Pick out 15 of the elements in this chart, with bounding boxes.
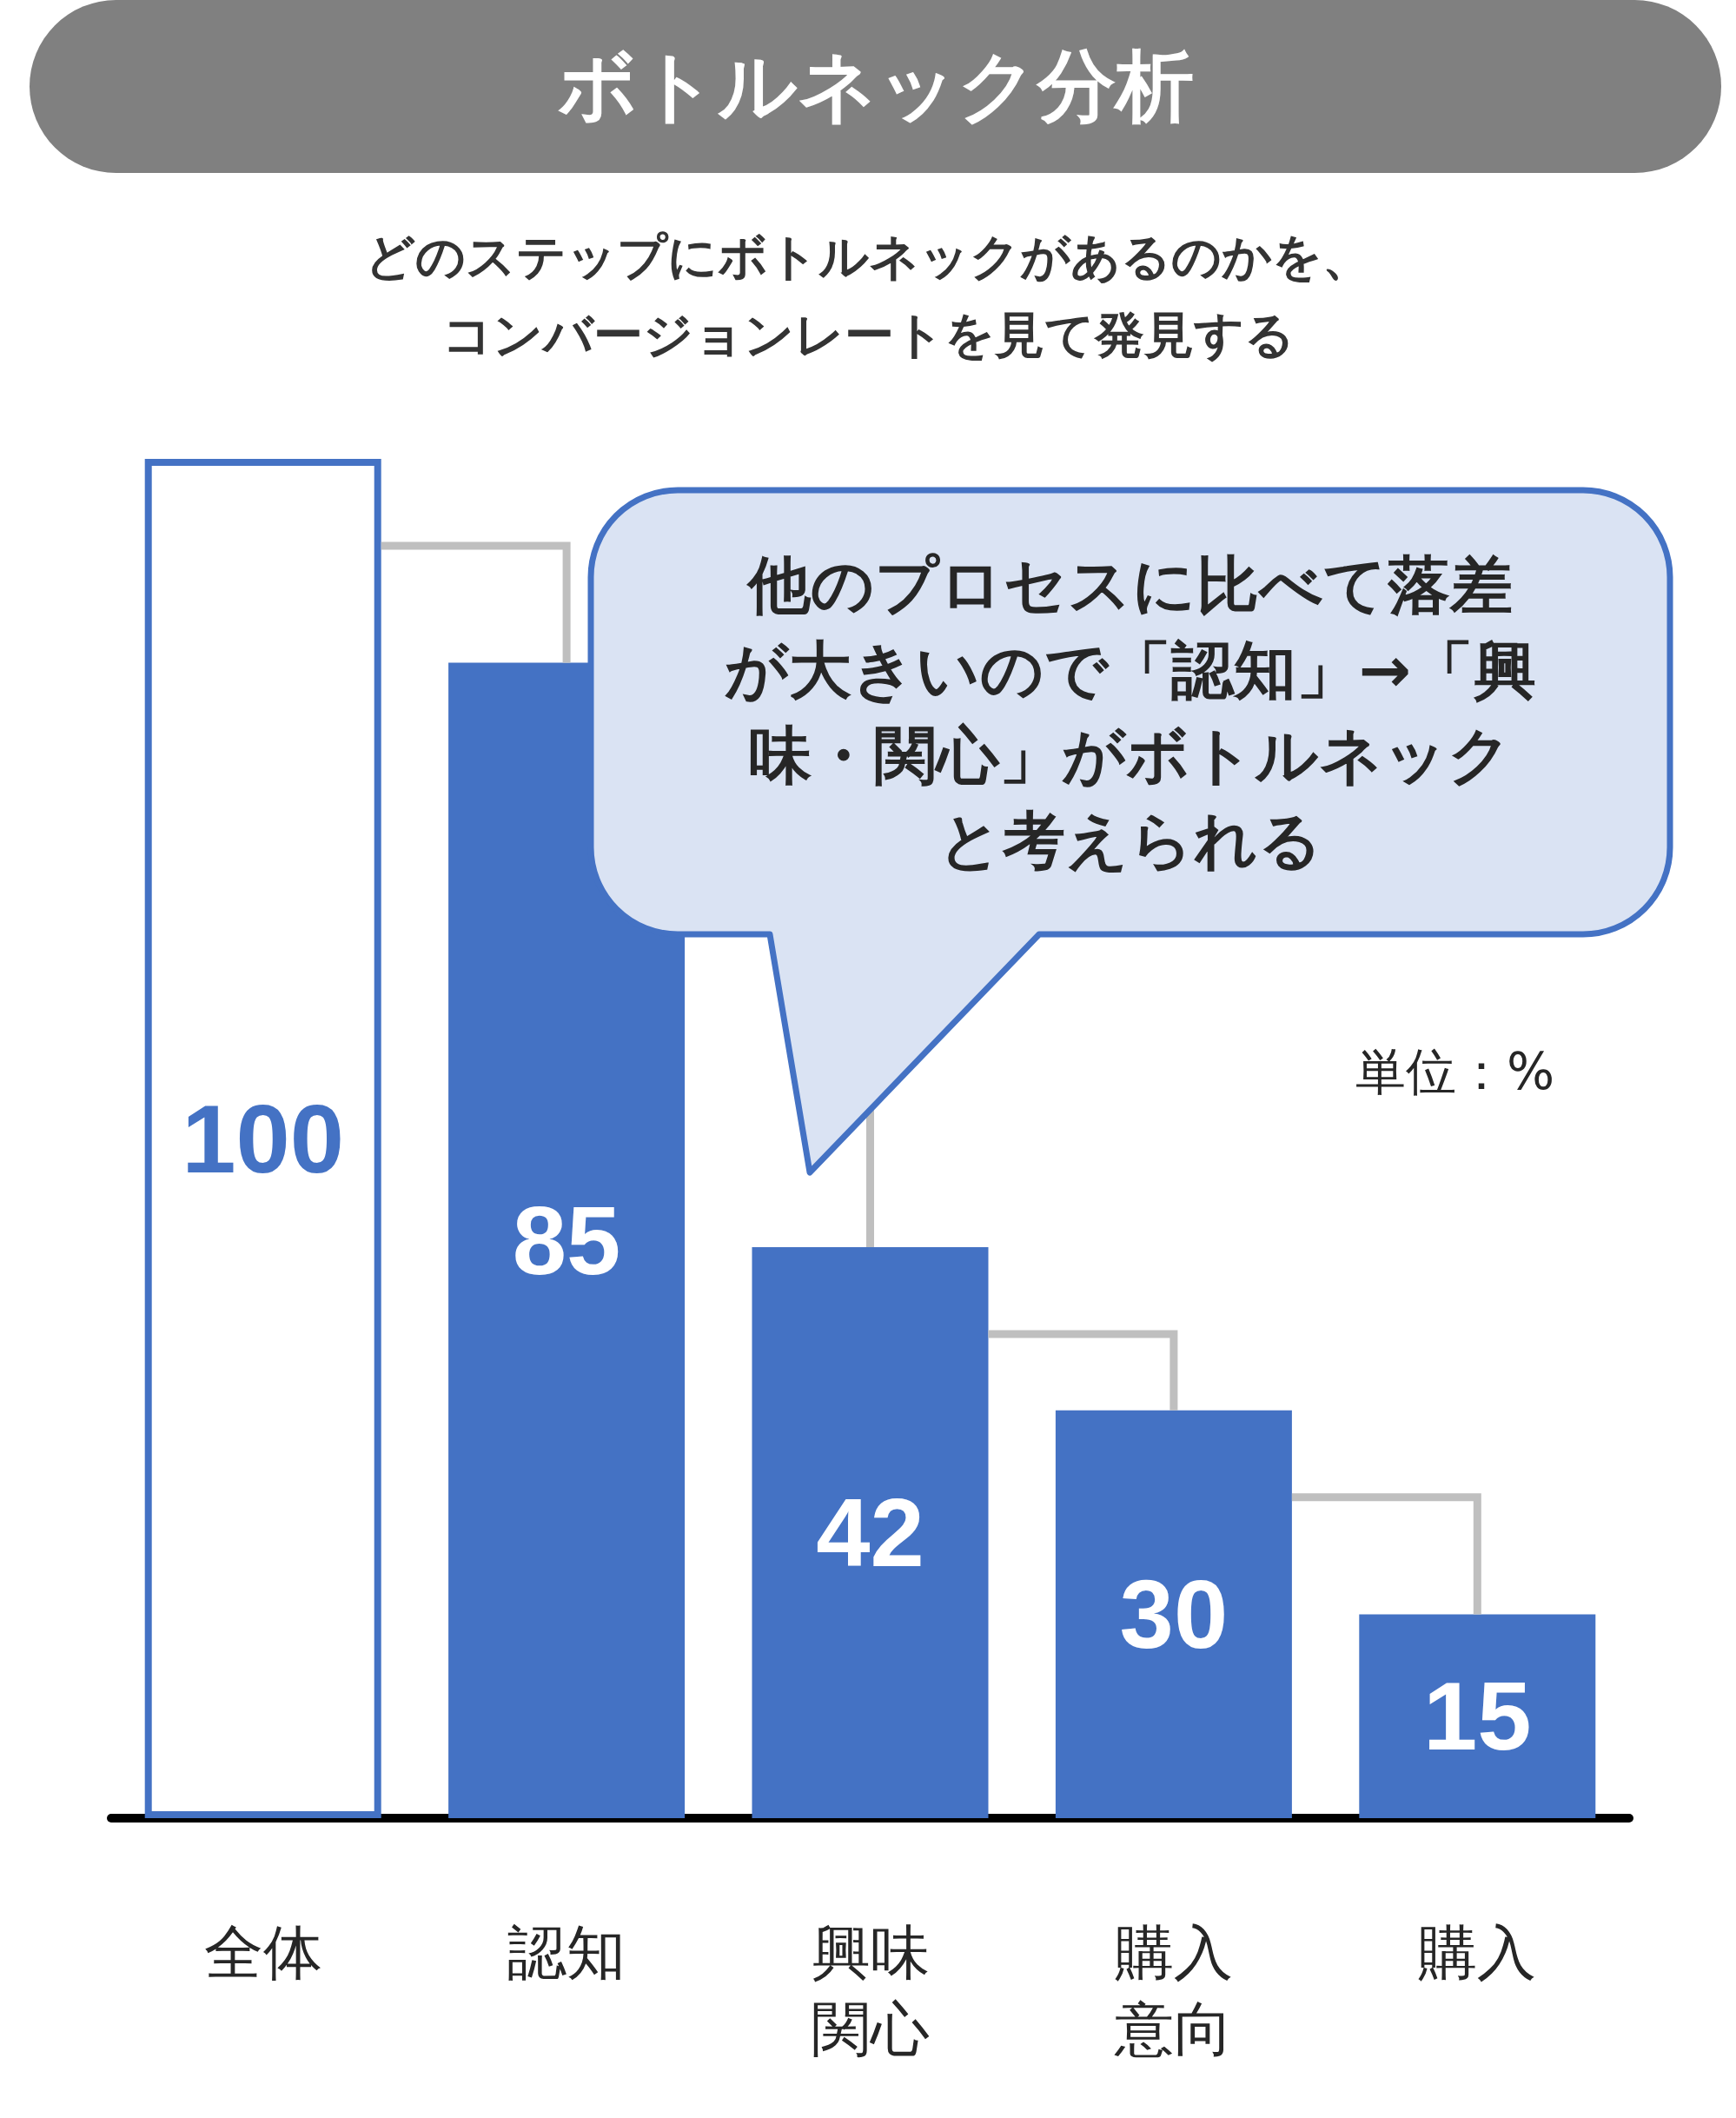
data-label: 85 (512, 1185, 621, 1295)
annotation: 他のプロセスに比べて落差が大きいので「認知」→「興味・関心」がボトルネックと考えられる (723, 547, 1538, 879)
bar (752, 1247, 989, 1818)
x-tick-label: 購入 (1418, 1917, 1537, 1987)
data-label: 42 (816, 1478, 924, 1588)
chart-title: ボトルネック分析 (30, 0, 1721, 173)
annotation: 単位：% (1355, 1041, 1555, 1103)
data-label: 15 (1423, 1662, 1532, 1771)
x-tick-label: 購入意向 (1113, 1917, 1233, 2063)
x-tick-label: 認知 (507, 1917, 626, 1987)
x-tick-label: 興味関心 (811, 1917, 930, 2063)
data-label: 100 (182, 1084, 345, 1193)
x-tick-label: 全体 (203, 1917, 322, 1987)
chart-subtitle: どのステップにボトルネックがあるのかを、コンバージョンレートを見て発見する (364, 227, 1372, 365)
data-label: 30 (1119, 1559, 1229, 1669)
